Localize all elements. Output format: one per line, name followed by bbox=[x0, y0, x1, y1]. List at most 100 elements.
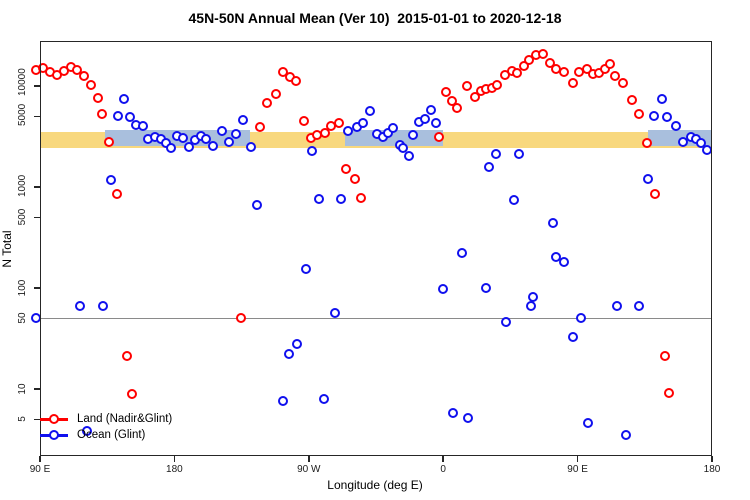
data-point-ocean bbox=[207, 141, 218, 152]
data-point-ocean bbox=[319, 393, 330, 404]
data-point-ocean bbox=[695, 137, 706, 148]
data-point-ocean bbox=[612, 301, 623, 312]
x-axis-tick-label: 180 bbox=[166, 464, 183, 475]
y-axis-tick bbox=[34, 287, 40, 289]
chart-title: 45N-50N Annual Mean (Ver 10) 2015-01-01 … bbox=[188, 10, 562, 26]
data-point-land bbox=[270, 88, 281, 99]
y-axis-tick-label: 10 bbox=[17, 383, 28, 395]
data-point-land bbox=[92, 93, 103, 104]
data-point-ocean bbox=[300, 264, 311, 275]
x-axis-label: Longitude (deg E) bbox=[327, 478, 423, 492]
data-point-land bbox=[290, 76, 301, 87]
data-point-ocean bbox=[306, 146, 317, 157]
data-point-ocean bbox=[490, 149, 501, 160]
x-axis-tick-label: 180 bbox=[703, 464, 721, 475]
y-axis-tick bbox=[34, 186, 40, 188]
data-point-land bbox=[126, 389, 137, 400]
x-axis-tick bbox=[173, 456, 176, 462]
y-axis-tick-label: 10000 bbox=[17, 68, 28, 96]
data-point-ocean bbox=[677, 136, 688, 147]
y-axis-label: N Total bbox=[0, 230, 14, 268]
data-point-ocean bbox=[329, 308, 340, 319]
data-point-land bbox=[605, 59, 615, 70]
legend-label: Land (Nadir&Glint) bbox=[77, 413, 173, 425]
data-point-land bbox=[523, 54, 534, 65]
x-axis-tick bbox=[442, 456, 444, 462]
data-point-land bbox=[103, 136, 114, 147]
data-point-land bbox=[633, 109, 644, 119]
data-point-land bbox=[96, 109, 107, 119]
reference-line-50 bbox=[40, 318, 712, 320]
data-point-ocean bbox=[648, 111, 659, 122]
data-point-ocean bbox=[550, 251, 561, 262]
y-axis-tick-label: 100 bbox=[17, 279, 28, 297]
data-point-land bbox=[626, 95, 637, 106]
data-point-land bbox=[451, 103, 462, 114]
data-point-ocean bbox=[125, 112, 136, 123]
data-point-land bbox=[659, 351, 670, 362]
data-point-ocean bbox=[237, 115, 248, 126]
data-point-land bbox=[649, 188, 660, 199]
target-band-blue-ocean bbox=[344, 129, 444, 146]
data-point-ocean bbox=[527, 292, 538, 303]
y-axis-tick bbox=[34, 388, 40, 390]
data-point-ocean bbox=[246, 141, 256, 152]
data-point-ocean bbox=[335, 194, 346, 205]
data-point-ocean bbox=[671, 120, 681, 131]
data-point-ocean bbox=[438, 283, 449, 294]
data-point-ocean bbox=[230, 128, 241, 139]
data-point-land bbox=[470, 92, 480, 102]
y-axis-tick-label: 500 bbox=[17, 209, 28, 226]
data-point-ocean bbox=[508, 194, 519, 205]
data-point-land bbox=[567, 78, 578, 89]
data-point-land bbox=[112, 188, 123, 199]
data-point-ocean bbox=[217, 125, 228, 136]
y-axis-tick-label: 5 bbox=[17, 416, 28, 423]
x-axis-tick bbox=[308, 456, 310, 462]
data-point-ocean bbox=[500, 317, 511, 328]
data-point-ocean bbox=[292, 338, 302, 349]
data-point-ocean bbox=[425, 105, 436, 116]
data-point-ocean bbox=[112, 111, 123, 122]
data-point-ocean bbox=[223, 136, 234, 147]
data-point-land bbox=[355, 193, 366, 203]
data-point-ocean bbox=[483, 161, 494, 172]
y-axis-tick-label: 50 bbox=[17, 312, 28, 324]
data-point-land bbox=[333, 118, 344, 129]
y-axis-tick-label: 1000 bbox=[17, 174, 28, 197]
data-point-land bbox=[261, 97, 272, 108]
y-axis-tick bbox=[34, 85, 40, 87]
plot-area: Land (Nadir&Glint) Ocean (Glint) bbox=[30, 41, 712, 456]
data-point-land bbox=[79, 70, 90, 81]
data-point-ocean bbox=[184, 141, 195, 152]
data-point-land bbox=[340, 163, 351, 174]
x-axis-tick-label: 90 W bbox=[297, 464, 321, 475]
data-point-land bbox=[663, 388, 674, 399]
data-point-ocean bbox=[656, 94, 667, 105]
data-point-land bbox=[122, 351, 133, 362]
data-point-ocean bbox=[583, 418, 594, 429]
data-point-ocean bbox=[365, 106, 376, 117]
data-point-land bbox=[491, 80, 502, 91]
data-point-land bbox=[254, 121, 265, 132]
data-point-ocean bbox=[165, 143, 176, 154]
y-axis-tick bbox=[34, 418, 40, 421]
data-point-ocean bbox=[313, 194, 324, 205]
data-point-ocean bbox=[620, 430, 631, 441]
data-point-ocean bbox=[701, 145, 712, 156]
legend-circle-icon bbox=[49, 414, 59, 424]
data-point-land bbox=[461, 81, 472, 91]
data-point-land bbox=[277, 66, 288, 77]
data-point-ocean bbox=[559, 256, 569, 267]
data-point-land bbox=[72, 65, 83, 75]
data-point-land bbox=[511, 67, 522, 78]
data-point-land bbox=[299, 116, 310, 127]
data-point-land bbox=[319, 127, 330, 138]
data-point-ocean bbox=[462, 412, 473, 423]
data-point-ocean bbox=[576, 313, 587, 324]
data-point-ocean bbox=[75, 301, 86, 312]
x-axis-tick-label: 90 E bbox=[29, 464, 51, 475]
data-point-land bbox=[434, 131, 445, 142]
y-axis-tick-label: 5000 bbox=[17, 104, 28, 127]
